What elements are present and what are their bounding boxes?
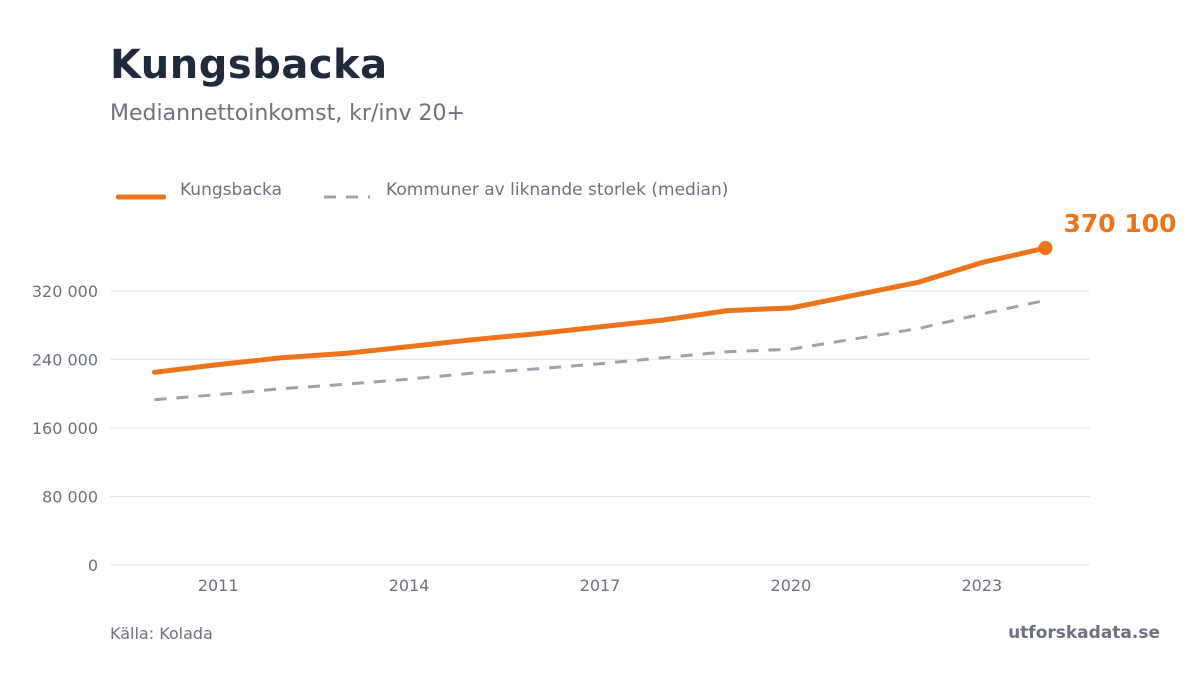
series-line-median [154,298,1046,402]
legend: Kungsbacka Kommuner av liknande storlek … [115,178,728,202]
x-tick-label: 2020 [771,576,812,595]
legend-item-kungsbacka: Kungsbacka [115,180,283,200]
brand-logo-text: utforskadata.se [1008,623,1160,643]
y-tick-label: 240 000 [32,350,98,369]
legend-label-kungsbacka: Kungsbacka [180,180,283,200]
end-point-marker [1038,241,1053,255]
source-note: Källa: Kolada [110,624,213,643]
end-value-label: 370 100 [1063,209,1176,238]
y-tick-label: 320 000 [32,282,98,301]
legend-item-median: Kommuner av liknande storlek (median) [322,180,728,200]
series-line-kungsbacka [152,245,1048,375]
legend-swatch-median [322,186,372,199]
y-tick-label: 80 000 [42,487,98,506]
legend-swatch-kungsbacka [115,186,167,200]
legend-label-median: Kommuner av liknande storlek (median) [386,180,729,200]
legend-line-solid-icon [115,194,167,200]
x-tick-label: 2011 [198,576,239,595]
y-tick-label: 0 [88,556,98,575]
page-subtitle: Mediannettoinkomst, kr/inv 20+ [110,101,465,126]
page-title: Kungsbacka [110,42,388,88]
x-tick-label: 2023 [961,576,1002,595]
x-tick-label: 2014 [389,576,430,595]
y-tick-label: 160 000 [32,419,98,438]
x-tick-label: 2017 [580,576,621,595]
legend-line-dashed-icon [324,195,371,199]
